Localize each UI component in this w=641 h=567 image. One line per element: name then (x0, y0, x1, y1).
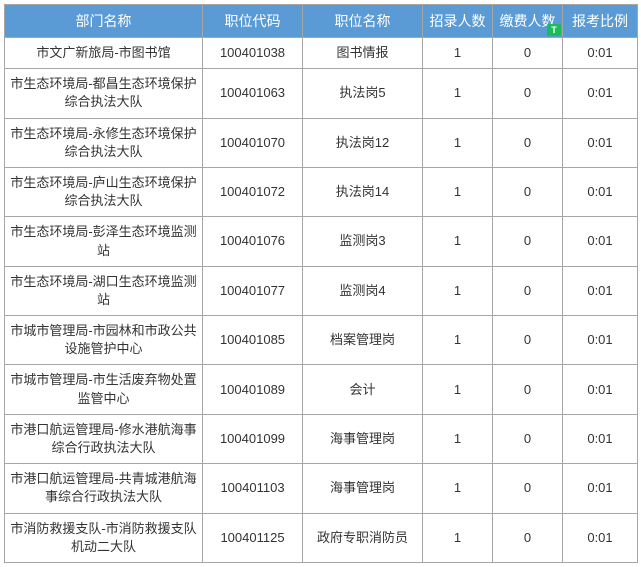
cell-code: 100401063 (203, 69, 303, 118)
cell-dept: 市生态环境局-永修生态环境保护综合执法大队 (5, 118, 203, 167)
cell-pos: 执法岗12 (303, 118, 423, 167)
header-paid: 缴费人数 T (493, 5, 563, 38)
cell-code: 100401070 (203, 118, 303, 167)
cell-paid: 0 (493, 316, 563, 365)
cell-code: 100401085 (203, 316, 303, 365)
cell-paid: 0 (493, 365, 563, 414)
cell-paid: 0 (493, 217, 563, 266)
cell-recruit: 1 (423, 513, 493, 562)
cell-pos: 海事管理岗 (303, 464, 423, 513)
table-row: 市生态环境局-彭泽生态环境监测站100401076监测岗3100:01 (5, 217, 638, 266)
cell-paid: 0 (493, 118, 563, 167)
cell-recruit: 1 (423, 266, 493, 315)
cell-code: 100401099 (203, 414, 303, 463)
cell-paid: 0 (493, 464, 563, 513)
cell-ratio: 0:01 (563, 118, 638, 167)
cell-pos: 监测岗4 (303, 266, 423, 315)
cell-pos: 海事管理岗 (303, 414, 423, 463)
cell-recruit: 1 (423, 414, 493, 463)
header-ratio: 报考比例 (563, 5, 638, 38)
cell-recruit: 1 (423, 118, 493, 167)
header-recruit: 招录人数 (423, 5, 493, 38)
header-dept: 部门名称 (5, 5, 203, 38)
cell-dept: 市港口航运管理局-共青城港航海事综合行政执法大队 (5, 464, 203, 513)
cell-recruit: 1 (423, 217, 493, 266)
cell-dept: 市文广新旅局-市图书馆 (5, 38, 203, 69)
cell-code: 100401103 (203, 464, 303, 513)
cell-paid: 0 (493, 69, 563, 118)
cell-ratio: 0:01 (563, 513, 638, 562)
cell-pos: 档案管理岗 (303, 316, 423, 365)
cell-code: 100401125 (203, 513, 303, 562)
table-row: 市生态环境局-湖口生态环境监测站100401077监测岗4100:01 (5, 266, 638, 315)
cell-dept: 市生态环境局-彭泽生态环境监测站 (5, 217, 203, 266)
cell-ratio: 0:01 (563, 217, 638, 266)
table-body: 市文广新旅局-市图书馆100401038图书情报100:01市生态环境局-都昌生… (5, 38, 638, 563)
table-row: 市港口航运管理局-修水港航海事综合行政执法大队100401099海事管理岗100… (5, 414, 638, 463)
header-row: 部门名称 职位代码 职位名称 招录人数 缴费人数 T 报考比例 (5, 5, 638, 38)
cell-paid: 0 (493, 414, 563, 463)
cell-code: 100401077 (203, 266, 303, 315)
cell-recruit: 1 (423, 69, 493, 118)
cell-ratio: 0:01 (563, 464, 638, 513)
cell-code: 100401072 (203, 167, 303, 216)
cell-ratio: 0:01 (563, 167, 638, 216)
cell-dept: 市生态环境局-湖口生态环境监测站 (5, 266, 203, 315)
cell-paid: 0 (493, 513, 563, 562)
cell-paid: 0 (493, 38, 563, 69)
cell-pos: 监测岗3 (303, 217, 423, 266)
table-row: 市生态环境局-永修生态环境保护综合执法大队100401070执法岗12100:0… (5, 118, 638, 167)
cell-ratio: 0:01 (563, 365, 638, 414)
cell-code: 100401089 (203, 365, 303, 414)
table-row: 市文广新旅局-市图书馆100401038图书情报100:01 (5, 38, 638, 69)
table-row: 市城市管理局-市生活废弃物处置监管中心100401089会计100:01 (5, 365, 638, 414)
recruitment-table: 部门名称 职位代码 职位名称 招录人数 缴费人数 T 报考比例 市文广新旅局-市… (4, 4, 638, 563)
cell-pos: 政府专职消防员 (303, 513, 423, 562)
table-row: 市港口航运管理局-共青城港航海事综合行政执法大队100401103海事管理岗10… (5, 464, 638, 513)
cell-paid: 0 (493, 266, 563, 315)
cell-ratio: 0:01 (563, 414, 638, 463)
table-row: 市生态环境局-都昌生态环境保护综合执法大队100401063执法岗5100:01 (5, 69, 638, 118)
cell-recruit: 1 (423, 365, 493, 414)
cell-ratio: 0:01 (563, 316, 638, 365)
cell-dept: 市城市管理局-市园林和市政公共设施管护中心 (5, 316, 203, 365)
cell-dept: 市消防救援支队-市消防救援支队机动二大队 (5, 513, 203, 562)
cell-pos: 图书情报 (303, 38, 423, 69)
cell-pos: 执法岗5 (303, 69, 423, 118)
table-row: 市消防救援支队-市消防救援支队机动二大队100401125政府专职消防员100:… (5, 513, 638, 562)
cell-recruit: 1 (423, 38, 493, 69)
cell-ratio: 0:01 (563, 38, 638, 69)
cell-dept: 市港口航运管理局-修水港航海事综合行政执法大队 (5, 414, 203, 463)
cell-dept: 市生态环境局-都昌生态环境保护综合执法大队 (5, 69, 203, 118)
table-row: 市城市管理局-市园林和市政公共设施管护中心100401085档案管理岗100:0… (5, 316, 638, 365)
cell-pos: 会计 (303, 365, 423, 414)
cell-code: 100401038 (203, 38, 303, 69)
cell-ratio: 0:01 (563, 266, 638, 315)
table-row: 市生态环境局-庐山生态环境保护综合执法大队100401072执法岗14100:0… (5, 167, 638, 216)
cell-dept: 市生态环境局-庐山生态环境保护综合执法大队 (5, 167, 203, 216)
header-pos: 职位名称 (303, 5, 423, 38)
header-code: 职位代码 (203, 5, 303, 38)
cell-pos: 执法岗14 (303, 167, 423, 216)
cell-recruit: 1 (423, 464, 493, 513)
cell-recruit: 1 (423, 167, 493, 216)
cell-ratio: 0:01 (563, 69, 638, 118)
cell-paid: 0 (493, 167, 563, 216)
translate-badge-icon: T (547, 24, 561, 36)
cell-recruit: 1 (423, 316, 493, 365)
cell-dept: 市城市管理局-市生活废弃物处置监管中心 (5, 365, 203, 414)
cell-code: 100401076 (203, 217, 303, 266)
